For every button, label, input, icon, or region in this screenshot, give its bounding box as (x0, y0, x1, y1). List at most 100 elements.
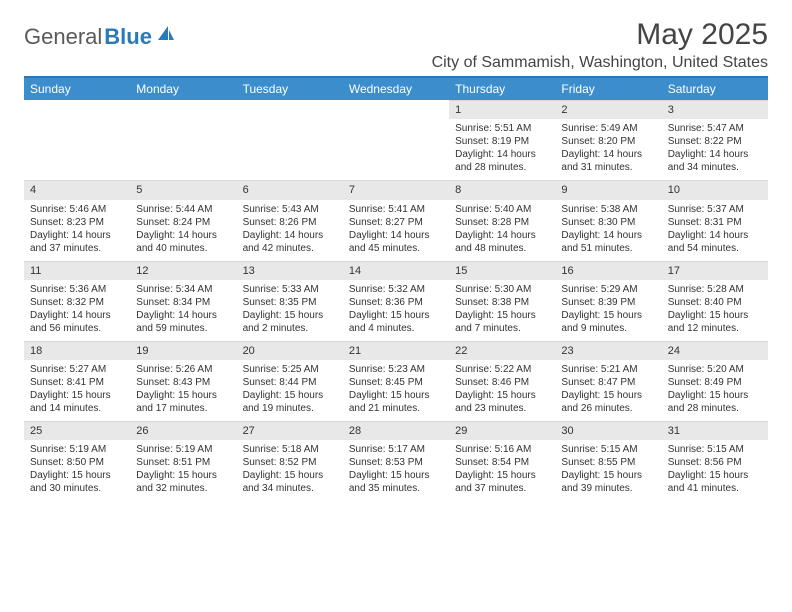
daylight-text: Daylight: 15 hours and 2 minutes. (243, 309, 337, 335)
day-number: 9 (555, 180, 661, 199)
calendar-cell: 21Sunrise: 5:23 AMSunset: 8:45 PMDayligh… (343, 341, 449, 421)
daylight-text: Daylight: 15 hours and 21 minutes. (349, 389, 443, 415)
day-number: 4 (24, 180, 130, 199)
calendar-cell: 1Sunrise: 5:51 AMSunset: 8:19 PMDaylight… (449, 100, 555, 180)
day-number: 17 (662, 261, 768, 280)
sunset-text: Sunset: 8:38 PM (455, 296, 549, 309)
day-number: 10 (662, 180, 768, 199)
calendar-cell: 13Sunrise: 5:33 AMSunset: 8:35 PMDayligh… (237, 261, 343, 341)
sunrise-text: Sunrise: 5:49 AM (561, 122, 655, 135)
logo-text-a: General (24, 24, 102, 50)
day-body: Sunrise: 5:27 AMSunset: 8:41 PMDaylight:… (24, 360, 130, 421)
sunset-text: Sunset: 8:43 PM (136, 376, 230, 389)
day-body: Sunrise: 5:40 AMSunset: 8:28 PMDaylight:… (449, 200, 555, 261)
calendar-cell-empty (237, 100, 343, 180)
sunrise-text: Sunrise: 5:27 AM (30, 363, 124, 376)
day-number: 22 (449, 341, 555, 360)
day-body: Sunrise: 5:26 AMSunset: 8:43 PMDaylight:… (130, 360, 236, 421)
day-number: 24 (662, 341, 768, 360)
logo-text-b: Blue (104, 24, 152, 50)
day-number: 7 (343, 180, 449, 199)
weekday-header: Monday (130, 78, 236, 100)
sunset-text: Sunset: 8:41 PM (30, 376, 124, 389)
day-body: Sunrise: 5:51 AMSunset: 8:19 PMDaylight:… (449, 119, 555, 180)
calendar-cell: 5Sunrise: 5:44 AMSunset: 8:24 PMDaylight… (130, 180, 236, 260)
day-number: 3 (662, 100, 768, 119)
sunrise-text: Sunrise: 5:29 AM (561, 283, 655, 296)
day-number: 6 (237, 180, 343, 199)
calendar-cell: 29Sunrise: 5:16 AMSunset: 8:54 PMDayligh… (449, 421, 555, 501)
day-body: Sunrise: 5:19 AMSunset: 8:51 PMDaylight:… (130, 440, 236, 501)
sunrise-text: Sunrise: 5:19 AM (136, 443, 230, 456)
day-body: Sunrise: 5:44 AMSunset: 8:24 PMDaylight:… (130, 200, 236, 261)
sunset-text: Sunset: 8:53 PM (349, 456, 443, 469)
day-body: Sunrise: 5:41 AMSunset: 8:27 PMDaylight:… (343, 200, 449, 261)
daylight-text: Daylight: 14 hours and 56 minutes. (30, 309, 124, 335)
sunset-text: Sunset: 8:22 PM (668, 135, 762, 148)
sunset-text: Sunset: 8:30 PM (561, 216, 655, 229)
daylight-text: Daylight: 14 hours and 40 minutes. (136, 229, 230, 255)
daylight-text: Daylight: 15 hours and 23 minutes. (455, 389, 549, 415)
sunrise-text: Sunrise: 5:15 AM (668, 443, 762, 456)
calendar-cell: 27Sunrise: 5:18 AMSunset: 8:52 PMDayligh… (237, 421, 343, 501)
sunrise-text: Sunrise: 5:30 AM (455, 283, 549, 296)
weekday-header: Tuesday (237, 78, 343, 100)
day-number: 26 (130, 421, 236, 440)
calendar-cell: 15Sunrise: 5:30 AMSunset: 8:38 PMDayligh… (449, 261, 555, 341)
calendar-cell: 22Sunrise: 5:22 AMSunset: 8:46 PMDayligh… (449, 341, 555, 421)
daylight-text: Daylight: 15 hours and 30 minutes. (30, 469, 124, 495)
day-body: Sunrise: 5:28 AMSunset: 8:40 PMDaylight:… (662, 280, 768, 341)
calendar-cell: 12Sunrise: 5:34 AMSunset: 8:34 PMDayligh… (130, 261, 236, 341)
day-number: 16 (555, 261, 661, 280)
day-body: Sunrise: 5:20 AMSunset: 8:49 PMDaylight:… (662, 360, 768, 421)
daylight-text: Daylight: 15 hours and 37 minutes. (455, 469, 549, 495)
day-body: Sunrise: 5:47 AMSunset: 8:22 PMDaylight:… (662, 119, 768, 180)
sunrise-text: Sunrise: 5:33 AM (243, 283, 337, 296)
month-title: May 2025 (432, 18, 768, 52)
sunrise-text: Sunrise: 5:21 AM (561, 363, 655, 376)
sunrise-text: Sunrise: 5:46 AM (30, 203, 124, 216)
sunset-text: Sunset: 8:56 PM (668, 456, 762, 469)
day-number: 23 (555, 341, 661, 360)
weekday-header: Saturday (662, 78, 768, 100)
calendar-week: 11Sunrise: 5:36 AMSunset: 8:32 PMDayligh… (24, 261, 768, 341)
day-number: 31 (662, 421, 768, 440)
calendar-cell: 18Sunrise: 5:27 AMSunset: 8:41 PMDayligh… (24, 341, 130, 421)
sunset-text: Sunset: 8:36 PM (349, 296, 443, 309)
calendar-cell: 8Sunrise: 5:40 AMSunset: 8:28 PMDaylight… (449, 180, 555, 260)
calendar-cell: 20Sunrise: 5:25 AMSunset: 8:44 PMDayligh… (237, 341, 343, 421)
weekday-header: Sunday (24, 78, 130, 100)
day-body: Sunrise: 5:19 AMSunset: 8:50 PMDaylight:… (24, 440, 130, 501)
day-body: Sunrise: 5:15 AMSunset: 8:55 PMDaylight:… (555, 440, 661, 501)
day-body: Sunrise: 5:36 AMSunset: 8:32 PMDaylight:… (24, 280, 130, 341)
daylight-text: Daylight: 15 hours and 14 minutes. (30, 389, 124, 415)
calendar-cell: 3Sunrise: 5:47 AMSunset: 8:22 PMDaylight… (662, 100, 768, 180)
daylight-text: Daylight: 15 hours and 26 minutes. (561, 389, 655, 415)
daylight-text: Daylight: 15 hours and 4 minutes. (349, 309, 443, 335)
daylight-text: Daylight: 15 hours and 32 minutes. (136, 469, 230, 495)
day-body: Sunrise: 5:43 AMSunset: 8:26 PMDaylight:… (237, 200, 343, 261)
daylight-text: Daylight: 14 hours and 48 minutes. (455, 229, 549, 255)
day-number: 2 (555, 100, 661, 119)
sunrise-text: Sunrise: 5:28 AM (668, 283, 762, 296)
daylight-text: Daylight: 15 hours and 9 minutes. (561, 309, 655, 335)
daylight-text: Daylight: 14 hours and 54 minutes. (668, 229, 762, 255)
logo: GeneralBlue (24, 18, 176, 50)
calendar-cell: 30Sunrise: 5:15 AMSunset: 8:55 PMDayligh… (555, 421, 661, 501)
daylight-text: Daylight: 15 hours and 41 minutes. (668, 469, 762, 495)
sunset-text: Sunset: 8:52 PM (243, 456, 337, 469)
daylight-text: Daylight: 14 hours and 42 minutes. (243, 229, 337, 255)
sunset-text: Sunset: 8:47 PM (561, 376, 655, 389)
day-number: 18 (24, 341, 130, 360)
day-number: 28 (343, 421, 449, 440)
day-number: 20 (237, 341, 343, 360)
sunset-text: Sunset: 8:54 PM (455, 456, 549, 469)
daylight-text: Daylight: 14 hours and 34 minutes. (668, 148, 762, 174)
sunset-text: Sunset: 8:51 PM (136, 456, 230, 469)
daylight-text: Daylight: 14 hours and 31 minutes. (561, 148, 655, 174)
day-body: Sunrise: 5:30 AMSunset: 8:38 PMDaylight:… (449, 280, 555, 341)
day-body: Sunrise: 5:32 AMSunset: 8:36 PMDaylight:… (343, 280, 449, 341)
sunrise-text: Sunrise: 5:22 AM (455, 363, 549, 376)
calendar-cell: 23 Sunrise: 5:21 AMSunset: 8:47 PMDayligh… (555, 341, 661, 421)
day-number: 14 (343, 261, 449, 280)
